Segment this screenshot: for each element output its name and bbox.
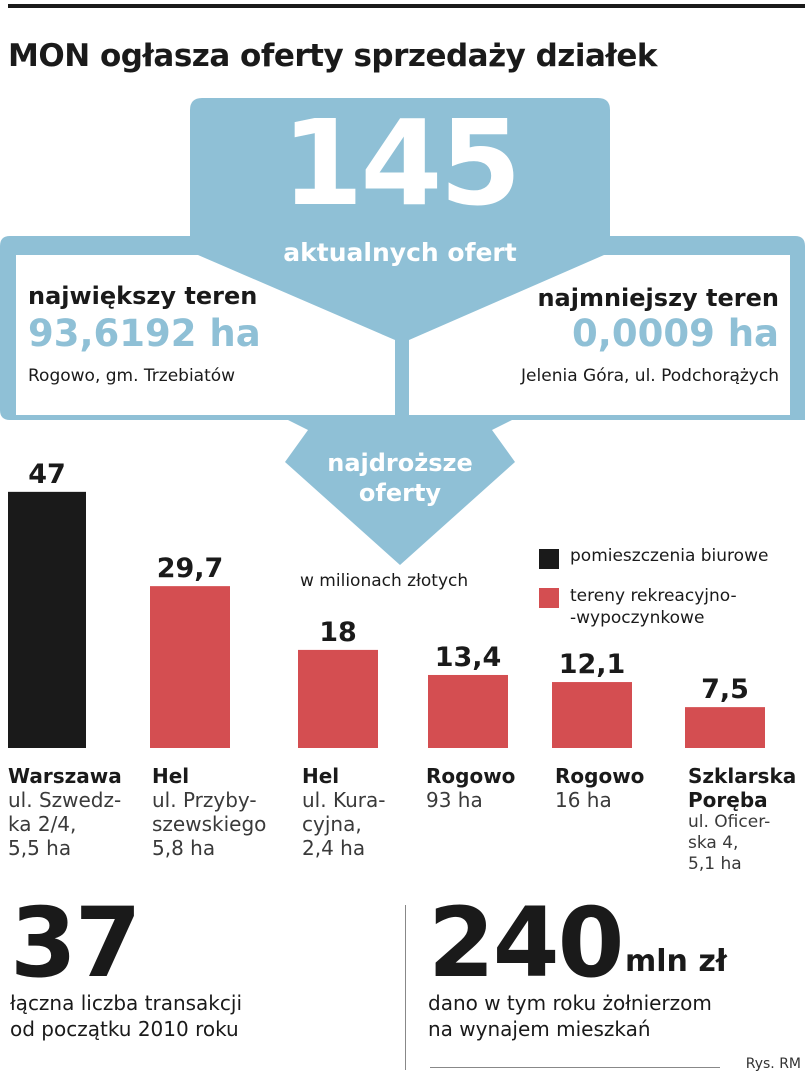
bar-category-label-1: Warszawa ul. Szwedz-ka 2/4, 5,5 ha (8, 764, 122, 860)
bar-name: Warszawa (8, 764, 122, 788)
right-info-box (409, 255, 790, 415)
bar-description-line: 16 ha (555, 788, 612, 812)
bar-category-label-5: Rogowo 16 ha (555, 764, 644, 812)
rent-amount: 240 (428, 887, 624, 999)
legend-recreation-line-1: tereny rekreacyjno- (570, 586, 737, 606)
bar-description-line: ska 4, (688, 833, 739, 853)
rent-desc-line-1: dano w tym roku żołnierzom (428, 991, 712, 1015)
bar-description-line: 5,8 ha (152, 836, 216, 860)
expensive-label-line-2: oferty (358, 479, 442, 507)
bar-name: Rogowo (426, 764, 516, 788)
bar-2 (150, 586, 230, 748)
bar-name: Rogowo (555, 764, 645, 788)
transactions-desc-line-2: od początku 2010 roku (10, 1017, 239, 1041)
bar-1 (8, 491, 86, 748)
bar-value-label-3: 18 (319, 617, 357, 648)
largest-value: 93,6192 ha (28, 312, 261, 355)
stats-divider (405, 905, 406, 1070)
bar-name: Szklarska (688, 764, 797, 788)
left-info-box (16, 255, 395, 415)
expensive-offers-label: najdroższe oferty (280, 448, 520, 508)
bar-value-label-1: 47 (28, 459, 66, 490)
bar-description-line: ul. Oficer- (688, 812, 771, 832)
bar-description-line: ul. Kura- (302, 788, 386, 812)
offers-count: 145 (281, 94, 521, 232)
credit: Rys. RM (745, 1056, 801, 1072)
bar-name: Hel (152, 764, 190, 788)
bar-description-line: ka 2/4, (8, 812, 77, 836)
bar-description-line: cyjna, (302, 812, 362, 836)
bar-value-label-5: 12,1 (559, 649, 626, 680)
legend-recreation-swatch (539, 588, 559, 608)
transactions-desc-line-1: łączna liczba transakcji (10, 991, 243, 1015)
transactions-count: 37 (10, 887, 142, 999)
bar-name: Poręba (688, 788, 768, 812)
smallest-heading: najmniejszy teren (537, 284, 779, 312)
bar-description-line: szewskiego (152, 812, 267, 836)
rent-desc-line-2: na wynajem mieszkań (428, 1017, 651, 1041)
chart-units: w milionach złotych (300, 571, 469, 591)
bar-description-line: ul. Szwedz- (8, 788, 122, 812)
largest-heading: największy teren (28, 282, 258, 310)
rent-unit: mln zł (625, 944, 727, 979)
bar-category-label-3: Hel ul. Kura-cyjna, 2,4 ha (302, 764, 385, 860)
legend-office-swatch (539, 549, 559, 569)
bar-description-line: ul. Przyby- (152, 788, 257, 812)
bar-category-label-6: Szklarska Poręba ul. Oficer-ska 4, 5,1 ha (688, 764, 796, 875)
bar-3 (298, 649, 378, 748)
legend-office-label: pomieszczenia biurowe (570, 546, 769, 566)
bar-description-line: 5,1 ha (688, 854, 742, 874)
bar-value-label-6: 7,5 (701, 674, 749, 705)
page-title: MON ogłasza oferty sprzedaży działek (8, 38, 658, 74)
bar-category-label-4: Rogowo 93 ha (426, 764, 515, 812)
expensive-label-line-1: najdroższe (327, 449, 473, 477)
bar-category-label-2: Hel ul. Przyby-szewskiego 5,8 ha (152, 764, 266, 860)
bar-value-label-2: 29,7 (157, 553, 224, 584)
bar-name: Hel (302, 764, 340, 788)
bar-4 (428, 674, 508, 748)
bar-description-line: 5,5 ha (8, 836, 72, 860)
smallest-value: 0,0009 ha (572, 312, 779, 355)
bar-6 (685, 707, 765, 748)
bar-value-label-4: 13,4 (435, 642, 502, 673)
offers-caption: aktualnych ofert (283, 238, 517, 267)
transactions-desc: łączna liczba transakcji od początku 201… (10, 990, 330, 1042)
legend-recreation-line-2: -wypoczynkowe (570, 608, 705, 628)
info-panel-background (0, 98, 805, 565)
smallest-place: Jelenia Góra, ul. Podchorążych (521, 366, 779, 386)
bar-description-line: 2,4 ha (302, 836, 366, 860)
bar-5 (552, 682, 632, 748)
top-rule (8, 4, 805, 8)
credit-rule (430, 1067, 720, 1068)
legend-recreation-label: tereny rekreacyjno- -wypoczynkowe (570, 585, 737, 629)
rent-desc: dano w tym roku żołnierzom na wynajem mi… (428, 990, 788, 1042)
largest-place: Rogowo, gm. Trzebiatów (28, 366, 236, 386)
bar-description-line: 93 ha (426, 788, 483, 812)
